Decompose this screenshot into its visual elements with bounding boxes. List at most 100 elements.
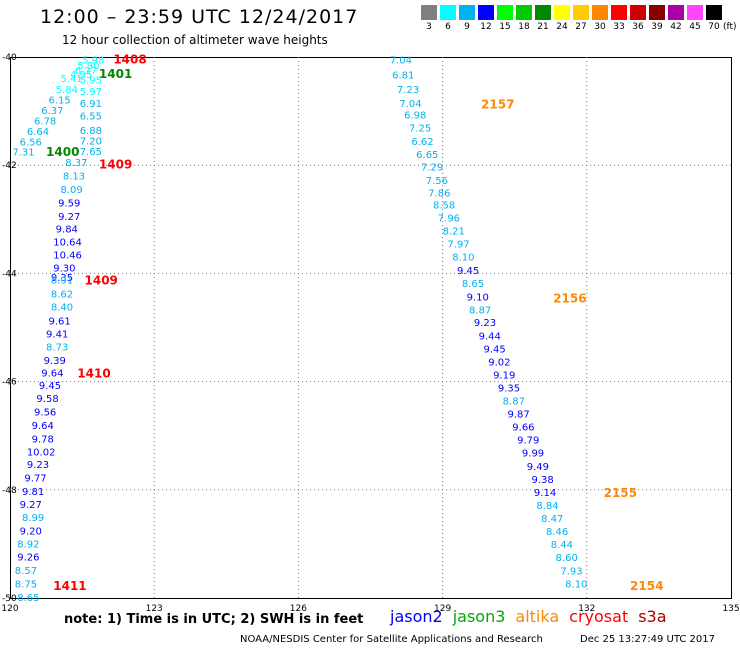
wave-height-value: 5.84 [56, 85, 78, 96]
generated-timestamp: Dec 25 13:27:49 UTC 2017 [580, 634, 715, 645]
wave-height-value: 9.58 [36, 394, 58, 405]
wave-height-value: 9.77 [24, 473, 46, 484]
lat-tick-label: -40 [2, 53, 17, 63]
wave-height-value: 7.25 [409, 123, 431, 134]
wave-height-value: 6.37 [41, 106, 63, 117]
wave-height-value: 9.44 [479, 332, 501, 343]
wave-height-value: 7.20 [80, 136, 102, 147]
wave-height-value: 9.64 [32, 421, 54, 432]
colorbar-label: 24 [556, 22, 568, 32]
colorbar-label: 42 [670, 22, 682, 32]
wave-height-value: 5.95 [80, 76, 102, 87]
wave-height-value: 6.81 [392, 70, 414, 81]
colorbar-swatch [535, 5, 551, 20]
colorbar-label: 30 [594, 22, 606, 32]
wave-height-value: 9.45 [483, 345, 505, 356]
colorbar-swatch [649, 5, 665, 20]
colorbar-label: 18 [518, 22, 530, 32]
wave-height-value: 8.75 [15, 579, 37, 590]
wave-height-value: 8.91 [51, 275, 73, 286]
wave-height-value: 9.10 [467, 293, 489, 304]
pass-time-label: 2156 [553, 292, 586, 306]
wave-height-value: 9.49 [527, 462, 549, 473]
wave-height-value: 9.35 [498, 384, 520, 395]
colorbar-swatch [706, 5, 722, 20]
wave-height-value: 6.55 [80, 111, 102, 122]
wave-height-value: 6.56 [20, 137, 42, 148]
colorbar-unit: (ft) [723, 22, 737, 32]
legend-item: altika [515, 607, 560, 626]
wave-height-value: 7.93 [560, 566, 582, 577]
lat-tick-label: -48 [2, 486, 17, 496]
wave-height-value: 9.87 [507, 410, 529, 421]
colorbar-label: 33 [613, 22, 625, 32]
pass-time-label: 2157 [481, 98, 514, 112]
pass-time-label: 1409 [85, 273, 118, 287]
satellite-legend: jason2 jason3 altika cryosat s3a [390, 607, 677, 626]
chart-title: 12:00 – 23:59 UTC 12/24/2017 [40, 6, 359, 28]
wave-height-value: 7.56 [426, 176, 448, 187]
pass-time-label: 1401 [99, 67, 132, 81]
wave-height-value: 8.65 [462, 279, 484, 290]
legend-item: jason2 [390, 607, 443, 626]
wave-height-value: 8.40 [51, 302, 73, 313]
colorbar-label: 6 [445, 22, 451, 32]
wave-height-value: 8.21 [443, 227, 465, 238]
wave-height-value: 9.81 [22, 487, 44, 498]
colorbar-label: 21 [537, 22, 549, 32]
lon-tick-label: 132 [578, 604, 595, 614]
legend-item: s3a [638, 607, 667, 626]
wave-height-value: 9.23 [27, 460, 49, 471]
wave-height-value: 9.02 [488, 358, 510, 369]
wave-height-value: 8.62 [51, 289, 73, 300]
colorbar-swatch [554, 5, 570, 20]
wave-height-value: 5.90 [77, 61, 99, 72]
wave-height-value: 4.95 [70, 70, 92, 81]
wave-height-value: 5.41 [60, 74, 82, 85]
wave-height-value: 7.65 [80, 147, 102, 158]
wave-height-value: 6.91 [80, 99, 102, 110]
wave-height-value: 6.78 [34, 116, 56, 127]
wave-height-value: 5.97 [80, 87, 102, 98]
pass-time-label: 1410 [77, 366, 110, 380]
colorbar-swatch [516, 5, 532, 20]
lon-tick-label: 135 [722, 604, 739, 614]
lon-tick-label: 123 [146, 604, 163, 614]
wave-height-value: 8.47 [541, 514, 563, 525]
lat-tick-label: -50 [2, 594, 17, 604]
wave-height-value: 7.23 [397, 85, 419, 96]
wave-height-value: 10.46 [53, 250, 82, 261]
colorbar-label: 70 [708, 22, 720, 32]
wave-height-value: 9.23 [474, 318, 496, 329]
lat-tick-label: -42 [2, 161, 17, 171]
wave-height-value: 9.27 [20, 500, 42, 511]
footnote: note: 1) Time is in UTC; 2) SWH is in fe… [64, 612, 364, 627]
pass-time-label: 1409 [99, 158, 132, 172]
wave-height-value: 7.04 [390, 56, 412, 67]
colorbar-swatch [687, 5, 703, 20]
colorbar-swatch [440, 5, 456, 20]
colorbar-swatch [611, 5, 627, 20]
wave-height-value: 6.88 [80, 126, 102, 137]
wave-height-value: 9.30 [53, 263, 75, 274]
colorbar-swatch [573, 5, 589, 20]
wave-height-value: 8.87 [503, 397, 525, 408]
wave-height-value: 9.14 [534, 488, 556, 499]
lat-tick-label: -44 [2, 269, 17, 279]
wave-height-value: 9.19 [493, 371, 515, 382]
wave-height-value: 8.57 [15, 566, 37, 577]
wave-height-value: 6.65 [416, 150, 438, 161]
lon-tick-label: 126 [290, 604, 307, 614]
wave-height-value: 9.59 [58, 199, 80, 210]
wave-height-value: 8.10 [452, 253, 474, 264]
colorbar-swatch [459, 5, 475, 20]
wave-height-value: 8.37 [65, 158, 87, 169]
wave-height-value: 9.35 [51, 273, 73, 284]
colorbar-swatch [497, 5, 513, 20]
wave-height-value: 6.37 [75, 66, 97, 77]
wave-height-value: 9.27 [58, 212, 80, 223]
colorbar-label: 15 [499, 22, 511, 32]
colorbar-swatch [592, 5, 608, 20]
wave-height-value: 9.20 [20, 526, 42, 537]
wave-height-value: 8.44 [551, 540, 573, 551]
